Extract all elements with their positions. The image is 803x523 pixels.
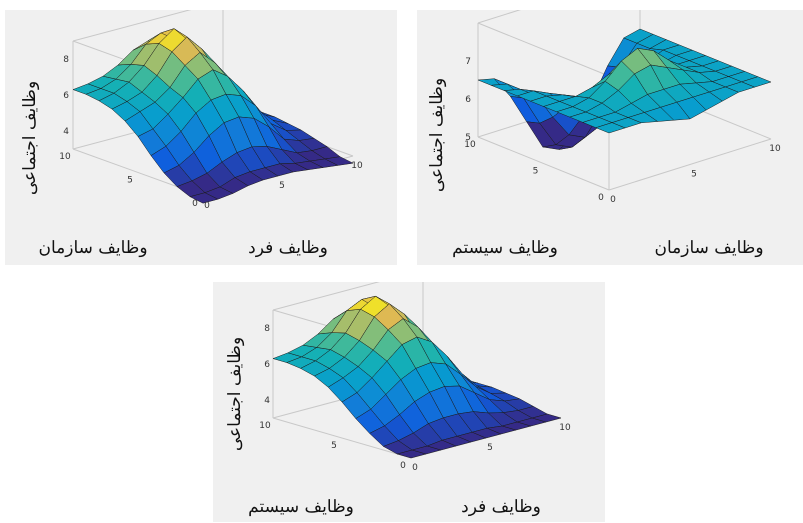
surface-plot-2: 0 5 10 0 5 10 5 6 7 وظایف سازمان وظایف سیستم وظایف … bbox=[417, 10, 803, 265]
z-tick-label: 8 bbox=[63, 55, 69, 65]
tick-labels: 0 5 10 0 5 10 4 6 8 bbox=[59, 55, 363, 211]
surface-patch bbox=[531, 413, 562, 423]
back-top-edge bbox=[272, 282, 380, 311]
z-tick-label: 6 bbox=[63, 91, 69, 101]
back-top-edge bbox=[477, 10, 521, 24]
z-tick-label: 4 bbox=[63, 127, 69, 137]
left-floor-edge bbox=[272, 417, 412, 459]
y-tick-label: 0 bbox=[192, 199, 198, 209]
z-tick-label: 5 bbox=[465, 133, 471, 143]
front-floor-edge bbox=[608, 138, 772, 191]
y-tick-label: 10 bbox=[59, 152, 71, 162]
z-tick-label: 6 bbox=[264, 360, 270, 370]
left-floor-edge bbox=[477, 136, 610, 191]
x-tick-label: 5 bbox=[691, 170, 697, 180]
x-tick-label: 5 bbox=[487, 443, 493, 453]
x-tick-label: 0 bbox=[204, 201, 210, 211]
y-axis-label: وظایف سازمان bbox=[38, 238, 147, 258]
y-tick-label: 5 bbox=[127, 176, 133, 186]
x-tick-label: 10 bbox=[351, 161, 363, 171]
back-top-edge bbox=[72, 10, 192, 42]
y-axis-label: وظایف سیستم bbox=[452, 238, 558, 258]
y-tick-label: 5 bbox=[533, 167, 539, 177]
surface-plot-1-svg: 0 5 10 0 5 10 4 6 8 وظایف فرد وظایف سازمان وظایف اج… bbox=[20, 10, 363, 258]
y-axis-label: وظایف سیستم bbox=[248, 497, 354, 517]
surface-patch bbox=[324, 156, 354, 166]
z-tick-label: 6 bbox=[465, 95, 471, 105]
z-axis-label: وظایف اجتماعی bbox=[225, 337, 245, 451]
y-tick-label: 10 bbox=[464, 140, 476, 150]
z-tick-label: 8 bbox=[264, 324, 270, 334]
tick-labels: 0 5 10 0 5 10 4 6 8 bbox=[259, 324, 571, 473]
y-tick-label: 10 bbox=[259, 421, 271, 431]
x-axis-label: وظایف فرد bbox=[248, 238, 328, 258]
surface-plot-1: 0 5 10 0 5 10 4 6 8 وظایف فرد وظایف سازمان وظایف اج… bbox=[5, 10, 397, 265]
x-tick-label: 0 bbox=[412, 463, 418, 473]
x-tick-label: 10 bbox=[769, 144, 781, 154]
surface bbox=[272, 295, 562, 459]
x-axis-label: وظایف فرد bbox=[461, 497, 541, 517]
y-tick-label: 0 bbox=[598, 193, 604, 203]
x-tick-label: 0 bbox=[610, 195, 616, 205]
surface bbox=[72, 28, 354, 204]
surface-patch bbox=[740, 76, 772, 88]
x-axis-label: وظایف سازمان bbox=[654, 238, 763, 258]
surface-plot-3-svg: 0 5 10 0 5 10 4 6 8 وظایف فرد وظایف سیستم وظایف اجت… bbox=[225, 282, 571, 517]
surface-plot-3: 0 5 10 0 5 10 4 6 8 وظایف فرد وظایف سیستم وظایف اجت… bbox=[213, 282, 605, 522]
y-tick-label: 5 bbox=[331, 441, 337, 451]
x-tick-label: 5 bbox=[279, 181, 285, 191]
surface bbox=[477, 28, 772, 150]
left-top-edge bbox=[477, 22, 610, 77]
z-tick-label: 4 bbox=[264, 396, 270, 406]
z-axis-label: وظایف اجتماعی bbox=[20, 81, 40, 195]
z-tick-label: 7 bbox=[465, 57, 471, 67]
x-tick-label: 10 bbox=[559, 423, 571, 433]
z-axis-label: وظایف اجتماعی bbox=[427, 78, 447, 192]
y-tick-label: 0 bbox=[400, 461, 406, 471]
